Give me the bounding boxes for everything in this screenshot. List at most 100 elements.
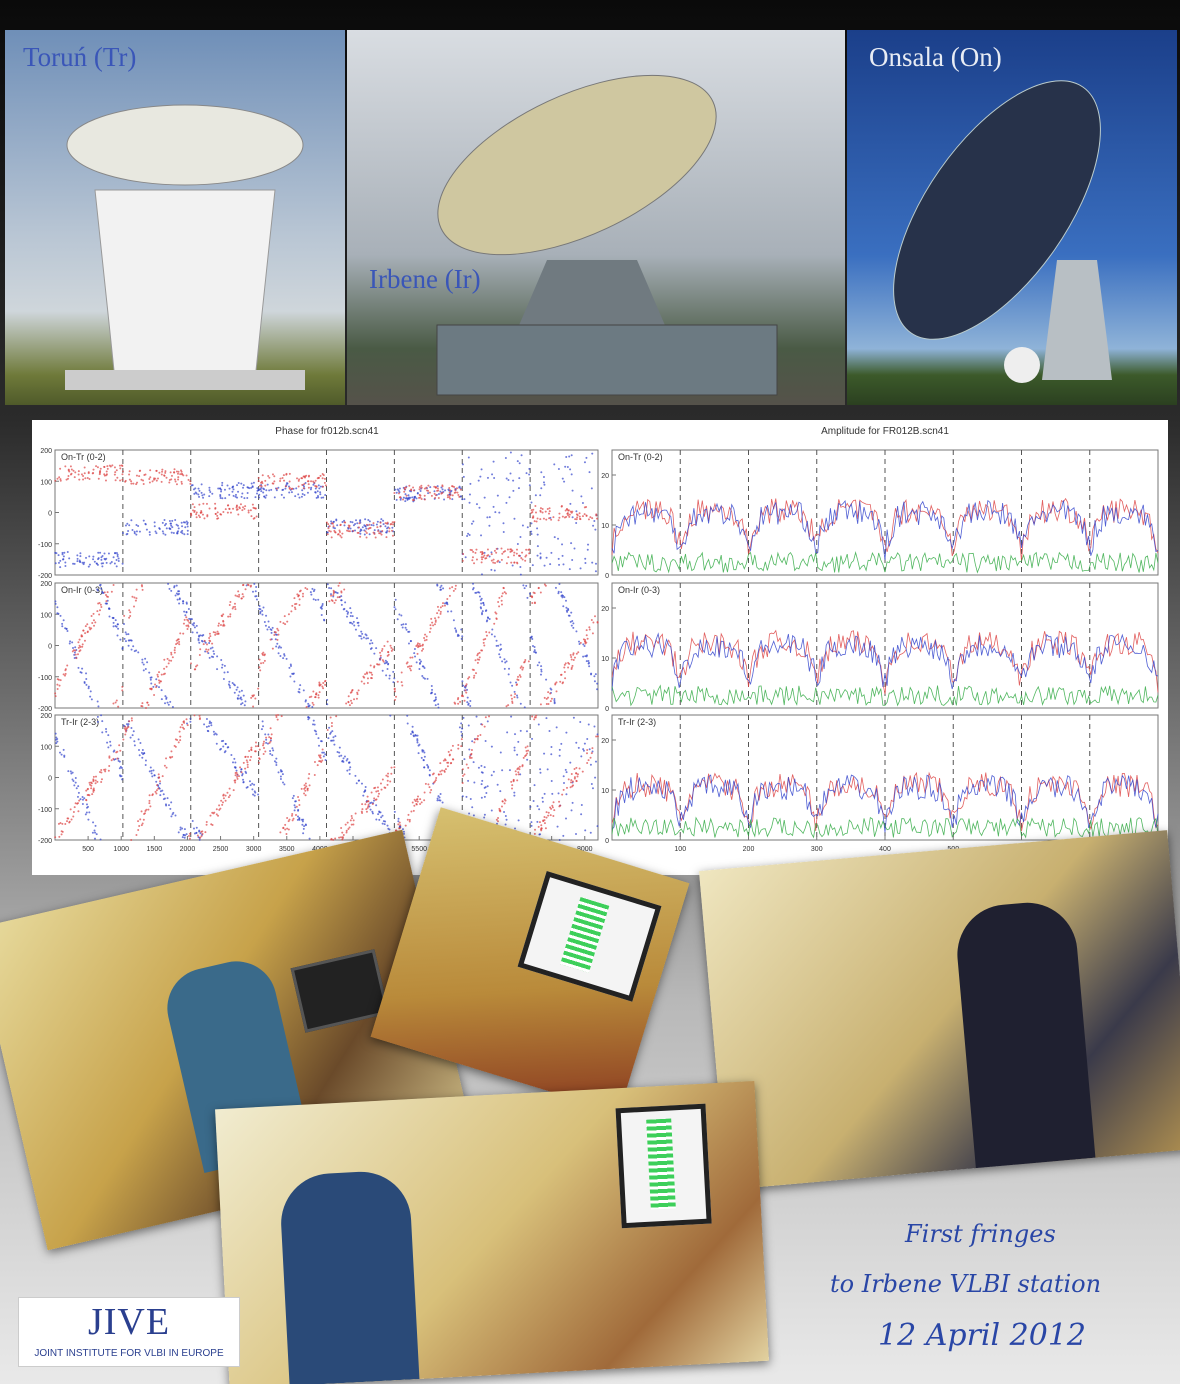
phase-dot <box>349 615 352 618</box>
phase-dot <box>332 526 335 529</box>
phase-dot <box>543 483 546 486</box>
phase-dot <box>437 497 440 500</box>
phase-dot <box>213 652 216 655</box>
phase-dot <box>533 650 536 653</box>
phase-dot <box>576 773 579 776</box>
phase-dot <box>242 694 245 697</box>
phase-dot <box>483 795 486 798</box>
phase-dot <box>320 613 323 616</box>
phase-dot <box>254 750 257 753</box>
phase-dot <box>341 836 344 839</box>
phase-dot <box>520 454 523 457</box>
phase-dot <box>585 654 588 657</box>
phase-dot <box>321 685 324 688</box>
phase-dot <box>350 690 353 693</box>
phase-dot <box>304 587 307 590</box>
phase-dot <box>319 474 322 477</box>
phase-dot <box>460 722 463 725</box>
phase-dot <box>590 487 593 490</box>
phase-dot <box>198 495 201 498</box>
phase-dot <box>321 473 324 476</box>
phase-dot <box>141 588 144 591</box>
phase-dot <box>168 659 171 662</box>
phase-dot <box>586 748 589 751</box>
phase-dot <box>167 662 170 665</box>
phase-dot <box>418 642 421 645</box>
panel-label: On-Tr (0-2) <box>618 452 663 462</box>
phase-dot <box>557 592 560 595</box>
phase-dot <box>87 565 90 568</box>
phase-dot <box>179 735 182 738</box>
phase-dot <box>234 774 237 777</box>
phase-dot <box>111 464 114 467</box>
phase-dot <box>361 811 364 814</box>
phase-dot <box>505 705 508 708</box>
phase-dot <box>394 698 397 701</box>
phase-dot <box>349 520 352 523</box>
phase-dot <box>482 601 485 604</box>
phase-dot <box>110 759 113 762</box>
phase-dot <box>588 471 591 474</box>
phase-dot <box>434 779 437 782</box>
phase-dot <box>572 653 575 656</box>
phase-dot <box>582 748 585 751</box>
phase-dot <box>84 813 87 816</box>
phase-dot <box>277 771 280 774</box>
phase-dot <box>307 718 310 721</box>
phase-dot <box>461 768 464 771</box>
phase-dot <box>423 766 426 769</box>
phase-dot <box>115 559 118 562</box>
phase-dot <box>391 529 394 532</box>
phase-dot <box>262 487 265 490</box>
y-tick-label: -100 <box>38 675 52 682</box>
phase-dot <box>508 667 511 670</box>
photo-label: Onsala (On) <box>869 42 1002 72</box>
phase-dot <box>330 837 333 840</box>
phase-dot <box>66 629 69 632</box>
panel-label: Tr-Ir (2-3) <box>61 717 99 727</box>
phase-dot <box>458 486 461 489</box>
phase-dot <box>254 595 257 598</box>
phase-dot <box>393 606 396 609</box>
amplitude-trace <box>611 771 1159 832</box>
phase-dot <box>161 470 164 473</box>
phase-dot <box>170 651 173 654</box>
phase-dot <box>246 496 249 499</box>
phase-dot <box>480 783 483 786</box>
phase-dot <box>221 497 224 500</box>
phase-dot <box>89 695 92 698</box>
phase-dot <box>117 559 120 562</box>
phase-dot <box>370 677 373 680</box>
phase-dot <box>173 471 176 474</box>
phase-dot <box>350 823 353 826</box>
phase-dot <box>326 583 329 586</box>
phase-dot <box>454 489 457 492</box>
phase-dot <box>504 661 507 664</box>
phase-dot <box>480 556 483 559</box>
phase-dot <box>203 493 206 496</box>
phase-dot <box>133 740 136 743</box>
phase-dot <box>340 595 343 598</box>
phase-dot <box>536 820 539 823</box>
phase-dot <box>177 476 180 479</box>
phase-dot <box>153 774 156 777</box>
phase-dot <box>144 667 147 670</box>
phase-dot <box>371 802 374 805</box>
phase-dot <box>58 835 61 838</box>
phase-dot <box>89 628 92 631</box>
phase-dot <box>285 657 288 660</box>
phase-dot <box>304 786 307 789</box>
phase-dot <box>55 742 58 745</box>
phase-dot <box>293 597 296 600</box>
phase-dot <box>205 717 208 720</box>
phase-dot <box>451 744 454 747</box>
phase-dot <box>503 591 506 594</box>
phase-dot <box>500 603 503 606</box>
phase-dot <box>105 470 108 473</box>
phase-dot <box>268 736 271 739</box>
phase-dot <box>286 817 289 820</box>
phase-dot <box>419 496 422 499</box>
phase-dot <box>187 478 190 481</box>
phase-dot <box>59 467 62 470</box>
phase-dot <box>101 565 104 568</box>
